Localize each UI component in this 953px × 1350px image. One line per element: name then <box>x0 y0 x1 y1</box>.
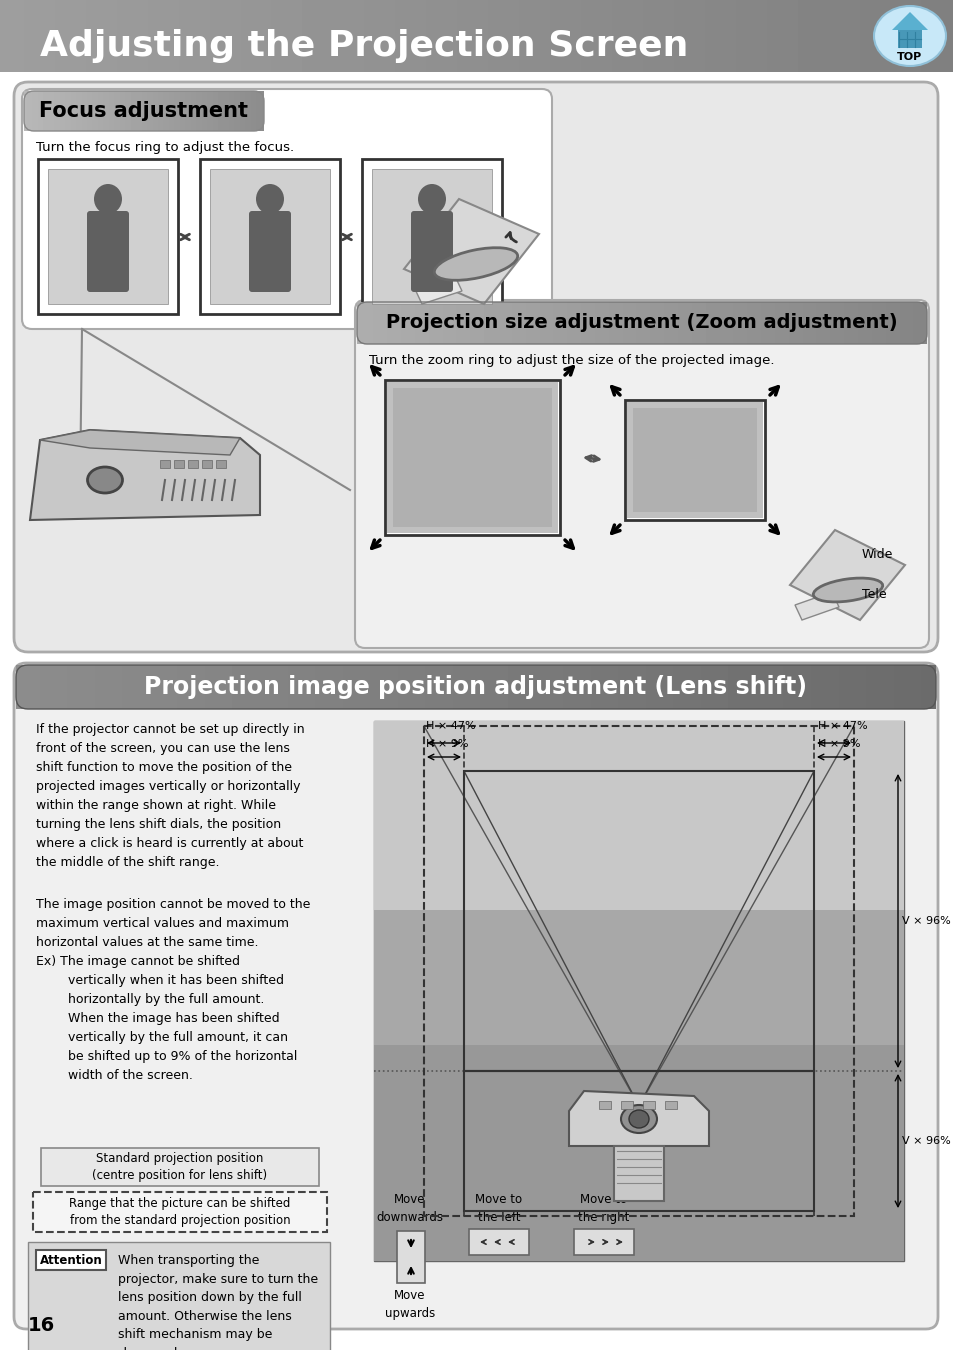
FancyBboxPatch shape <box>87 211 129 292</box>
FancyBboxPatch shape <box>249 211 291 292</box>
Bar <box>374 721 903 1261</box>
FancyBboxPatch shape <box>22 89 552 329</box>
Bar <box>574 1228 634 1256</box>
Bar <box>614 1146 663 1202</box>
Bar <box>598 1102 610 1108</box>
Bar <box>372 169 492 304</box>
Text: Move
upwards: Move upwards <box>384 1289 435 1320</box>
Polygon shape <box>794 593 838 620</box>
Text: H × 9%: H × 9% <box>817 738 860 749</box>
Text: Focus adjustment: Focus adjustment <box>39 101 248 122</box>
Ellipse shape <box>813 578 882 602</box>
Ellipse shape <box>873 5 945 66</box>
Bar <box>463 771 813 1071</box>
Bar <box>41 1148 318 1187</box>
Bar <box>48 169 168 304</box>
Bar <box>626 402 762 518</box>
Bar <box>374 721 903 910</box>
Text: H × 9%: H × 9% <box>426 738 468 749</box>
Bar <box>210 169 330 304</box>
Polygon shape <box>891 12 927 30</box>
Polygon shape <box>568 1091 708 1146</box>
Text: H × 47%: H × 47% <box>817 721 866 730</box>
Bar <box>620 1102 633 1108</box>
Text: V × 96%: V × 96% <box>901 917 950 926</box>
Text: If the projector cannot be set up directly in
front of the screen, you can use t: If the projector cannot be set up direct… <box>36 724 304 869</box>
Ellipse shape <box>628 1110 648 1129</box>
Bar <box>387 382 558 533</box>
Polygon shape <box>414 274 461 304</box>
Bar <box>897 30 921 49</box>
Ellipse shape <box>620 1106 657 1133</box>
Ellipse shape <box>94 184 122 215</box>
Text: Turn the focus ring to adjust the focus.: Turn the focus ring to adjust the focus. <box>36 140 294 154</box>
Bar <box>215 460 226 468</box>
Bar <box>28 1242 330 1350</box>
Bar <box>38 159 178 315</box>
Text: V × 96%: V × 96% <box>901 1135 950 1146</box>
Ellipse shape <box>255 184 284 215</box>
Text: TOP: TOP <box>897 53 922 62</box>
Bar <box>36 1250 106 1270</box>
Bar <box>469 1228 529 1256</box>
Bar <box>374 910 903 1045</box>
Text: Move
downwards: Move downwards <box>376 1193 443 1224</box>
Bar <box>664 1102 677 1108</box>
Polygon shape <box>30 431 260 520</box>
Bar <box>385 379 559 535</box>
Bar <box>361 159 501 315</box>
Bar <box>33 1192 327 1233</box>
Bar <box>642 1102 655 1108</box>
Text: Adjusting the Projection Screen: Adjusting the Projection Screen <box>40 28 688 63</box>
FancyBboxPatch shape <box>411 211 453 292</box>
Text: Tele: Tele <box>862 589 885 602</box>
Text: Move to
the right: Move to the right <box>578 1193 629 1224</box>
Text: Attention: Attention <box>40 1254 102 1266</box>
Bar <box>160 460 170 468</box>
Text: When transporting the
projector, make sure to turn the
lens position down by the: When transporting the projector, make su… <box>118 1254 317 1350</box>
Text: The image position cannot be moved to the
maximum vertical values and maximum
ho: The image position cannot be moved to th… <box>36 898 310 1081</box>
Ellipse shape <box>434 247 517 281</box>
Text: H × 47%: H × 47% <box>426 721 476 730</box>
Bar <box>396 1231 424 1282</box>
FancyBboxPatch shape <box>14 82 937 652</box>
Bar <box>423 726 853 1216</box>
Text: 16: 16 <box>28 1316 55 1335</box>
Ellipse shape <box>417 184 446 215</box>
Text: Range that the picture can be shifted
from the standard projection position: Range that the picture can be shifted fr… <box>70 1197 291 1227</box>
FancyBboxPatch shape <box>355 300 928 648</box>
Bar <box>393 387 552 526</box>
Text: Turn the zoom ring to adjust the size of the projected image.: Turn the zoom ring to adjust the size of… <box>369 354 774 367</box>
Bar <box>200 159 339 315</box>
Polygon shape <box>403 198 538 304</box>
Text: Projection image position adjustment (Lens shift): Projection image position adjustment (Le… <box>144 675 806 699</box>
Bar <box>633 408 757 512</box>
Bar <box>173 460 184 468</box>
Bar <box>624 400 764 520</box>
FancyBboxPatch shape <box>14 663 937 1328</box>
Polygon shape <box>40 431 240 455</box>
Bar <box>188 460 198 468</box>
Bar <box>202 460 212 468</box>
Text: Move to
the left: Move to the left <box>475 1193 522 1224</box>
Text: Wide: Wide <box>862 548 892 562</box>
Bar <box>463 1071 813 1211</box>
Text: Standard projection position
(centre position for lens shift): Standard projection position (centre pos… <box>92 1152 267 1183</box>
Polygon shape <box>789 531 904 620</box>
Ellipse shape <box>88 467 122 493</box>
Bar <box>374 1045 903 1261</box>
Text: Projection size adjustment (Zoom adjustment): Projection size adjustment (Zoom adjustm… <box>386 313 897 332</box>
